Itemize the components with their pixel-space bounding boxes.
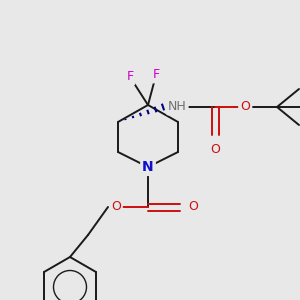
Text: NH: NH [168,100,187,113]
Text: N: N [142,160,154,174]
Text: F: F [152,68,160,82]
Text: O: O [240,100,250,113]
Text: O: O [188,200,198,214]
Text: O: O [210,143,220,156]
Text: O: O [111,200,121,214]
Text: F: F [126,70,134,83]
